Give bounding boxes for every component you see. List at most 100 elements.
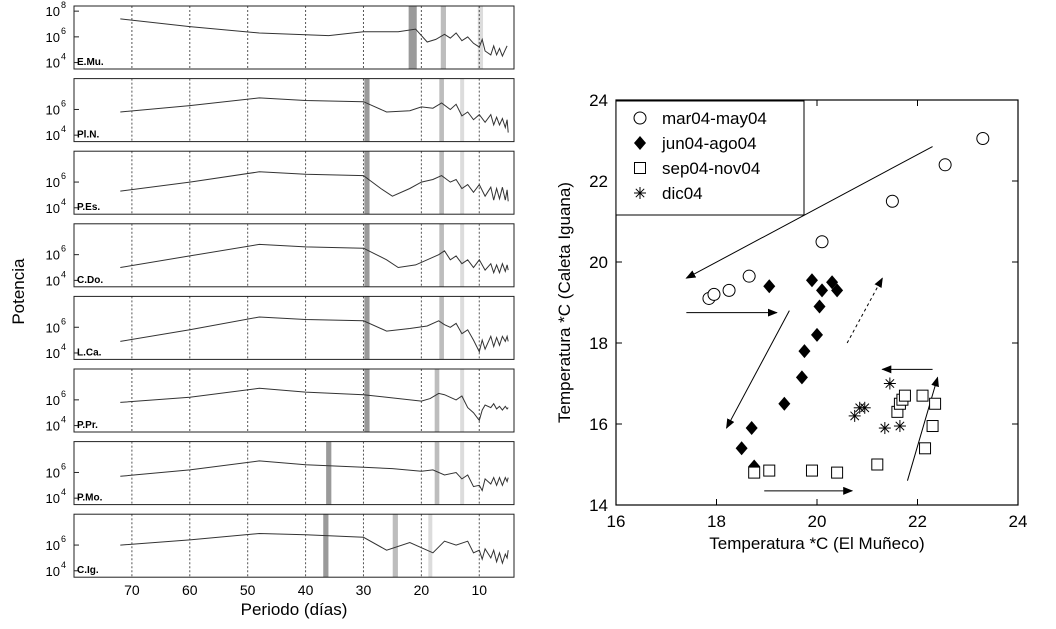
y-tick-label: 10 bbox=[46, 273, 60, 288]
data-point bbox=[722, 283, 736, 297]
star-stroke bbox=[895, 421, 905, 431]
trend-arrow-7 bbox=[846, 277, 883, 344]
data-point bbox=[898, 389, 911, 402]
y-tick-label: 10 bbox=[46, 56, 60, 71]
x-tick-label: 70 bbox=[124, 582, 140, 598]
band-2 bbox=[439, 151, 444, 215]
data-point bbox=[929, 397, 942, 410]
trend-arrow-5 bbox=[906, 376, 939, 481]
y-tick-exponent: 4 bbox=[61, 269, 66, 279]
band-2 bbox=[439, 223, 444, 287]
data-point bbox=[883, 377, 896, 390]
station-label: P.Mo. bbox=[77, 493, 103, 504]
y-tick-exponent: 6 bbox=[61, 171, 66, 181]
band-3 bbox=[428, 514, 433, 578]
y-tick-label: 10 bbox=[46, 419, 60, 434]
y-axis-label: Potencia bbox=[9, 258, 28, 325]
data-point bbox=[813, 299, 826, 314]
band-2 bbox=[434, 369, 440, 432]
spectrum-line bbox=[120, 316, 509, 354]
band-3 bbox=[477, 6, 484, 69]
y-tick-exponent: 6 bbox=[61, 316, 66, 326]
panel-frame bbox=[73, 223, 515, 288]
data-point bbox=[858, 401, 871, 414]
y-tick-exponent: 4 bbox=[61, 197, 66, 207]
data-point bbox=[831, 466, 844, 479]
y-tick-exponent: 4 bbox=[61, 52, 66, 62]
spectrum-line bbox=[120, 171, 509, 202]
x-axis-label: Temperatura *C (El Muñeco) bbox=[709, 534, 924, 553]
y-tick-exponent: 4 bbox=[61, 342, 66, 352]
y-tick-label: 10 bbox=[46, 465, 60, 480]
legend-label: sep04-nov04 bbox=[662, 159, 760, 178]
y-axis-label: Temperatura *C (Caleta Iguana) bbox=[555, 182, 574, 423]
station-label: P.Pr. bbox=[77, 420, 98, 431]
panel-8: 10 610 4C.Ig. bbox=[46, 513, 515, 579]
legend-label: mar04-may04 bbox=[662, 109, 767, 128]
y-tick-exponent: 4 bbox=[61, 415, 66, 425]
band-1 bbox=[364, 223, 370, 287]
data-point bbox=[763, 279, 776, 294]
x-tick-label: 60 bbox=[182, 582, 198, 598]
y-tick-label: 10 bbox=[46, 4, 60, 19]
y-tick-exponent: 6 bbox=[61, 98, 66, 108]
band-3 bbox=[460, 441, 465, 505]
station-label: L.Ca. bbox=[77, 347, 102, 358]
y-tick-exponent: 6 bbox=[61, 26, 66, 36]
y-tick-exponent: 4 bbox=[61, 124, 66, 134]
y-tick-label: 10 bbox=[46, 201, 60, 216]
band-1 bbox=[323, 514, 329, 578]
x-tick-label: 50 bbox=[240, 582, 256, 598]
data-point bbox=[885, 194, 899, 208]
legend-box bbox=[615, 100, 805, 216]
y-tick-label: 10 bbox=[46, 175, 60, 190]
data-point bbox=[919, 442, 932, 455]
y-tick-label: 10 bbox=[46, 248, 60, 263]
star-stroke bbox=[850, 411, 860, 421]
panel-frame bbox=[73, 295, 515, 360]
data-point bbox=[634, 136, 646, 150]
data-point bbox=[763, 464, 776, 477]
y-tick-label: 20 bbox=[589, 253, 608, 272]
band-1 bbox=[364, 369, 370, 432]
data-point bbox=[848, 409, 861, 422]
y-tick-exponent: 8 bbox=[61, 0, 66, 10]
band-3 bbox=[460, 296, 465, 360]
data-point bbox=[742, 269, 756, 283]
data-point bbox=[634, 162, 646, 174]
y-tick-exponent: 6 bbox=[61, 244, 66, 254]
x-tick-label: 20 bbox=[414, 582, 430, 598]
panel-frame bbox=[73, 441, 515, 506]
x-tick-label: 18 bbox=[707, 512, 726, 531]
data-point bbox=[816, 283, 829, 298]
y-tick-label: 10 bbox=[46, 564, 60, 579]
y-tick-label: 10 bbox=[46, 538, 60, 553]
y-tick-exponent: 6 bbox=[61, 461, 66, 471]
star-stroke bbox=[635, 188, 645, 198]
x-axis-label: Periodo (días) bbox=[241, 600, 348, 619]
y-tick-label: 10 bbox=[46, 102, 60, 117]
y-tick-exponent: 4 bbox=[61, 560, 66, 570]
series-jun04-ago04 bbox=[735, 273, 844, 474]
data-point bbox=[831, 283, 844, 298]
station-label: C.Do. bbox=[77, 275, 103, 286]
y-tick-label: 10 bbox=[46, 30, 60, 45]
y-tick-label: 10 bbox=[46, 128, 60, 143]
data-point bbox=[871, 458, 884, 471]
panel-frame bbox=[73, 368, 515, 433]
legend-label: dic04 bbox=[662, 184, 703, 203]
y-tick-label: 10 bbox=[46, 491, 60, 506]
y-tick-label: 16 bbox=[589, 415, 608, 434]
data-point bbox=[798, 344, 811, 359]
spectrum-line bbox=[120, 243, 509, 275]
data-point bbox=[745, 421, 758, 436]
panel-7: 10 610 4P.Mo. bbox=[46, 441, 515, 506]
data-point bbox=[878, 422, 891, 435]
x-tick-label: 16 bbox=[607, 512, 626, 531]
station-label: E.Mu. bbox=[77, 57, 104, 68]
data-point bbox=[805, 464, 818, 477]
y-tick-label: 18 bbox=[589, 334, 608, 353]
